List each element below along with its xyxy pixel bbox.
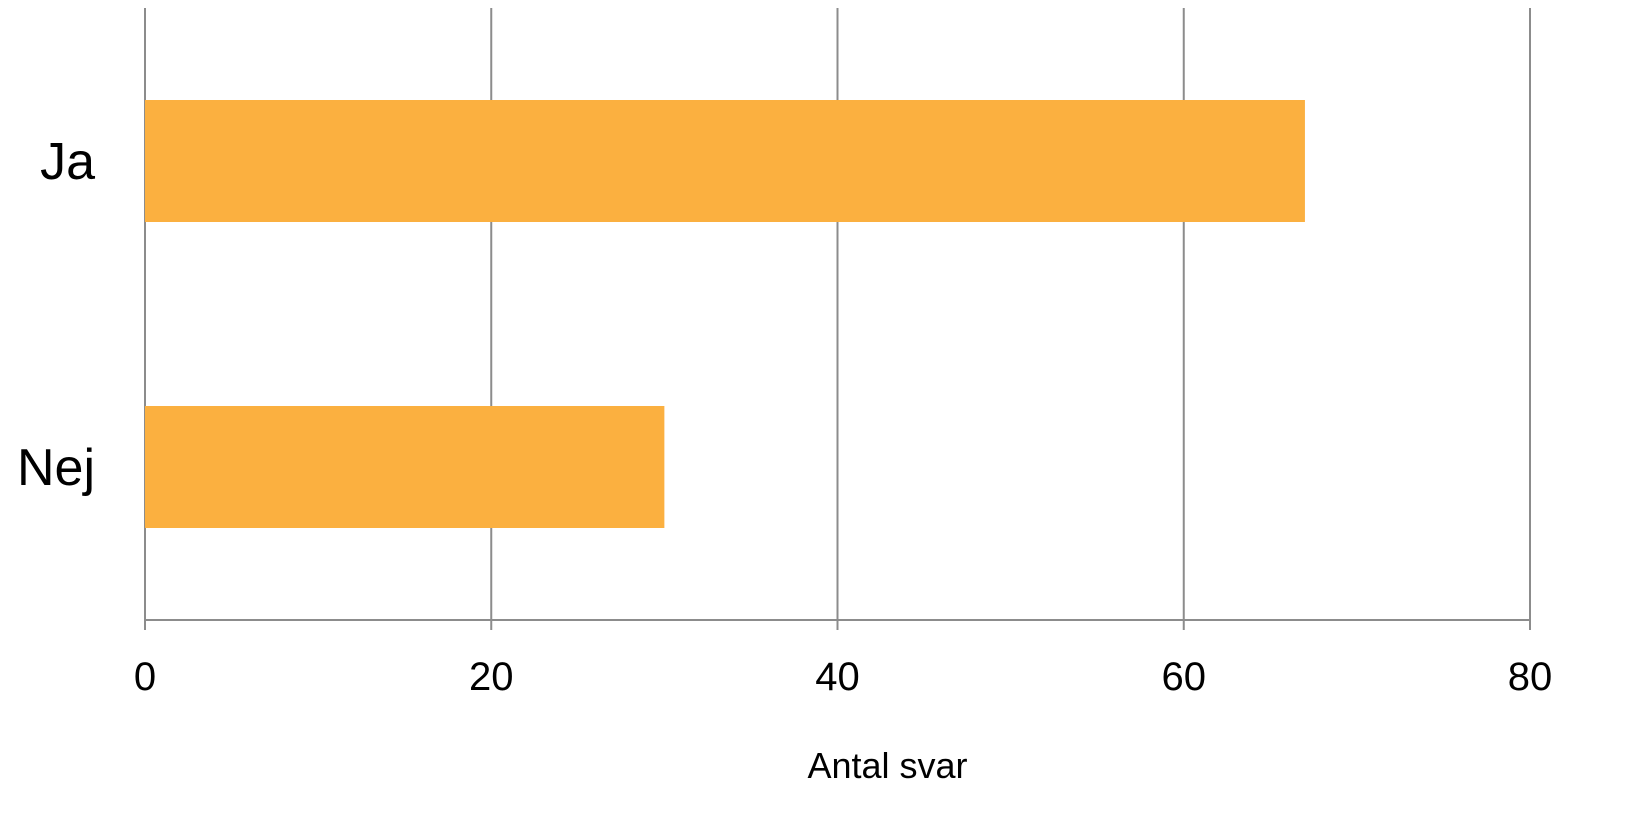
- x-tick-labels: 0 20 40 60 80: [134, 655, 1552, 699]
- x-tick-label: 80: [1508, 655, 1553, 699]
- bar-ja: [145, 100, 1305, 222]
- y-category-labels: Ja Nej: [17, 133, 95, 497]
- x-axis-title: Antal svar: [807, 745, 967, 786]
- x-tick-label: 60: [1162, 655, 1207, 699]
- bars: [145, 100, 1305, 528]
- bar-nej: [145, 406, 665, 528]
- category-label-ja: Ja: [40, 133, 95, 191]
- category-label-nej: Nej: [17, 439, 95, 497]
- x-tick-label: 20: [469, 655, 514, 699]
- x-tick-label: 0: [134, 655, 156, 699]
- x-tick-label: 40: [815, 655, 860, 699]
